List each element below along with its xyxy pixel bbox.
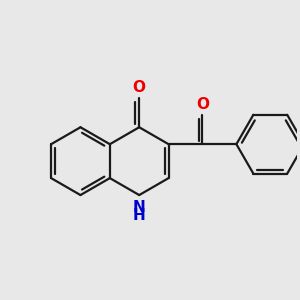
Text: H: H bbox=[133, 208, 146, 223]
Text: O: O bbox=[133, 80, 146, 95]
Text: N: N bbox=[133, 200, 146, 215]
Text: O: O bbox=[196, 97, 209, 112]
